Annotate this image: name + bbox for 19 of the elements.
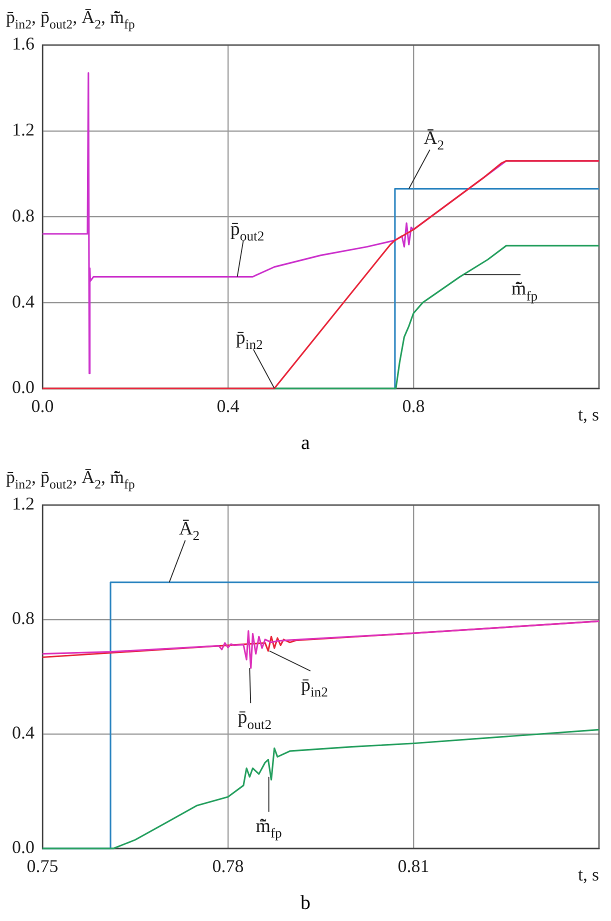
- x-tick-label: 0.0: [31, 396, 54, 416]
- x-axis-title: t, s: [578, 404, 600, 424]
- y-tick-label: 0.8: [12, 205, 34, 226]
- x-axis-title: t, s: [578, 864, 600, 884]
- y-tick-label: 0.0: [12, 837, 34, 858]
- x-tick-label: 0.4: [216, 396, 240, 416]
- y-tick-label: 0.0: [12, 377, 34, 398]
- y-tick-label: 0.4: [12, 722, 34, 743]
- text: b: [300, 892, 312, 915]
- y-tick-label: 1.6: [12, 34, 34, 54]
- y-tick-label: 0.8: [12, 608, 34, 628]
- y-tick-label: 0.4: [12, 291, 34, 312]
- x-tick-label: 0.8: [402, 396, 425, 416]
- y-tick-label: 1.2: [12, 494, 34, 514]
- y-tick-label: 1.2: [12, 120, 34, 140]
- x-tick-label: 0.81: [398, 856, 430, 876]
- text: a: [300, 432, 311, 455]
- x-tick-label: 0.75: [26, 856, 58, 876]
- x-tick-label: 0.78: [212, 856, 244, 876]
